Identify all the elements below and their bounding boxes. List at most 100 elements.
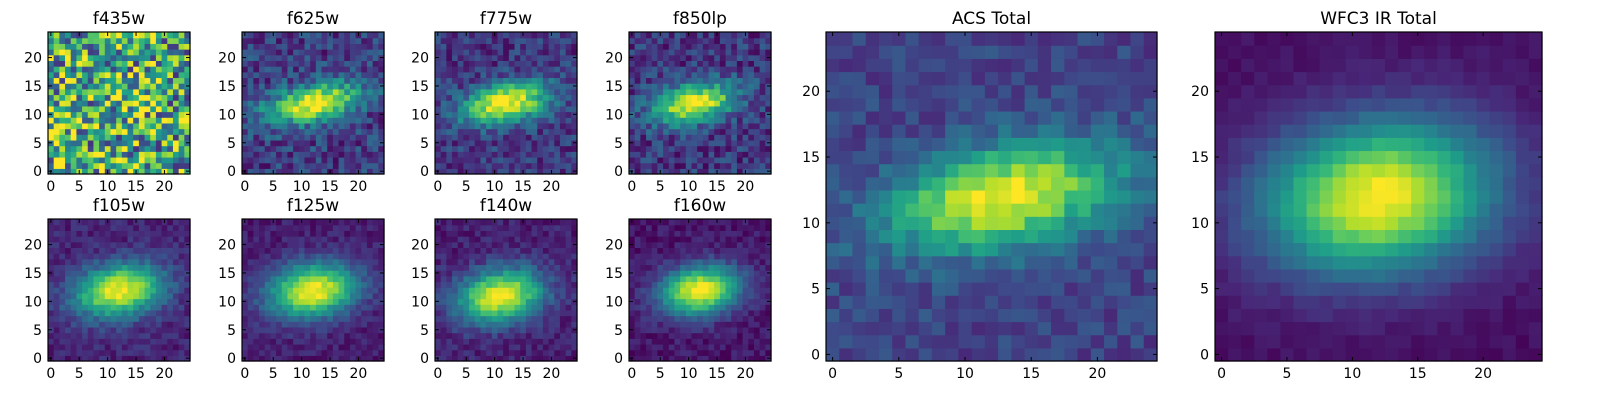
y-tick-label: 20 — [218, 238, 236, 254]
heatmap-cell — [714, 37, 721, 44]
heatmap-cell — [668, 37, 676, 44]
heatmap-cell — [247, 338, 254, 345]
heatmap-cell — [725, 94, 732, 101]
heatmap-cell — [708, 77, 715, 84]
heatmap-cell — [520, 270, 527, 277]
heatmap-cell — [446, 304, 453, 311]
heatmap-cell — [372, 43, 379, 50]
heatmap-cell — [242, 43, 249, 50]
heatmap-cell — [304, 258, 311, 266]
heatmap-cell — [651, 88, 658, 96]
heatmap-cell — [559, 304, 567, 311]
heatmap-cell — [121, 326, 129, 334]
heatmap-cell — [327, 128, 334, 135]
heatmap-cell — [178, 94, 185, 101]
heatmap-cell — [646, 349, 653, 356]
heatmap-cell — [104, 304, 112, 311]
heatmap-cell — [264, 264, 271, 271]
heatmap-cell — [736, 349, 744, 356]
heatmap-cell — [366, 309, 374, 317]
heatmap-cell — [161, 275, 168, 283]
heatmap-cell — [247, 355, 254, 362]
heatmap-cell — [276, 94, 283, 101]
heatmap-cell — [281, 281, 289, 288]
heatmap-cell — [508, 355, 516, 362]
heatmap-cell — [685, 349, 693, 356]
heatmap-cell — [315, 139, 323, 147]
heatmap-cell — [321, 349, 328, 356]
heatmap-cell — [748, 304, 755, 311]
heatmap-cell — [663, 355, 670, 362]
heatmap-cell — [327, 275, 334, 283]
heatmap-cell — [714, 128, 721, 135]
heatmap-cell — [76, 253, 83, 260]
heatmap-cell — [121, 292, 129, 300]
heatmap-cell — [731, 355, 738, 362]
heatmap-cell — [321, 292, 328, 300]
heatmap-cell — [486, 151, 493, 158]
heatmap-cell — [457, 49, 464, 56]
heatmap-cell — [338, 145, 345, 152]
heatmap-cell — [167, 94, 174, 101]
heatmap-cell — [178, 37, 185, 44]
heatmap-cell — [691, 66, 698, 73]
heatmap-cell — [116, 111, 123, 118]
heatmap-cell — [435, 37, 442, 44]
heatmap-cell — [150, 270, 157, 277]
heatmap-cell — [731, 117, 738, 124]
heatmap-cell — [70, 247, 77, 254]
heatmap-cell — [99, 326, 106, 334]
heatmap-cell — [247, 349, 254, 356]
heatmap-cell — [87, 236, 95, 243]
heatmap-cell — [714, 139, 721, 147]
heatmap-cell — [452, 60, 459, 67]
heatmap-cell — [708, 343, 715, 351]
heatmap-cell — [184, 117, 191, 124]
heatmap-cell — [344, 37, 351, 44]
heatmap-cell — [497, 88, 504, 96]
heatmap-cell — [674, 292, 681, 300]
heatmap-cell — [554, 168, 561, 175]
heatmap-cell — [565, 349, 572, 356]
heatmap-cell — [691, 60, 698, 67]
heatmap-cell — [298, 83, 306, 90]
heatmap-cell — [731, 304, 738, 311]
heatmap-cell — [270, 349, 277, 356]
heatmap-cell — [663, 326, 670, 334]
heatmap-cell — [508, 162, 516, 169]
heatmap-cell — [338, 292, 345, 300]
heatmap-cell — [87, 230, 95, 237]
heatmap-cell — [486, 168, 493, 175]
heatmap-cell — [440, 241, 447, 248]
heatmap-cell — [127, 88, 134, 96]
heatmap-cell — [344, 162, 351, 169]
heatmap-cell — [327, 258, 334, 266]
heatmap-cell — [457, 54, 464, 61]
heatmap-cell — [514, 37, 521, 44]
heatmap-cell — [685, 88, 693, 96]
heatmap-cell — [144, 83, 151, 90]
heatmap-cell — [293, 134, 300, 141]
heatmap-cell — [559, 275, 567, 283]
heatmap-cell — [559, 298, 567, 305]
heatmap-cell — [366, 134, 374, 141]
heatmap-cell — [253, 122, 260, 130]
heatmap-cell — [480, 349, 487, 356]
heatmap-cell — [264, 66, 271, 73]
heatmap-cell — [167, 43, 174, 50]
heatmap-cell — [167, 326, 174, 334]
heatmap-cell — [486, 77, 493, 84]
heatmap-cell — [304, 139, 311, 147]
heatmap-cell — [542, 54, 550, 61]
heatmap-cell — [247, 54, 254, 61]
heatmap-cell — [93, 49, 100, 56]
heatmap-cell — [264, 168, 271, 175]
heatmap-cell — [270, 117, 277, 124]
heatmap-cell — [99, 100, 106, 107]
heatmap-cell — [508, 49, 516, 56]
heatmap-cell — [93, 287, 100, 294]
heatmap-cell — [53, 292, 60, 300]
heatmap-cell — [110, 77, 117, 84]
heatmap-cell — [463, 156, 470, 164]
heatmap-cell — [520, 122, 527, 130]
